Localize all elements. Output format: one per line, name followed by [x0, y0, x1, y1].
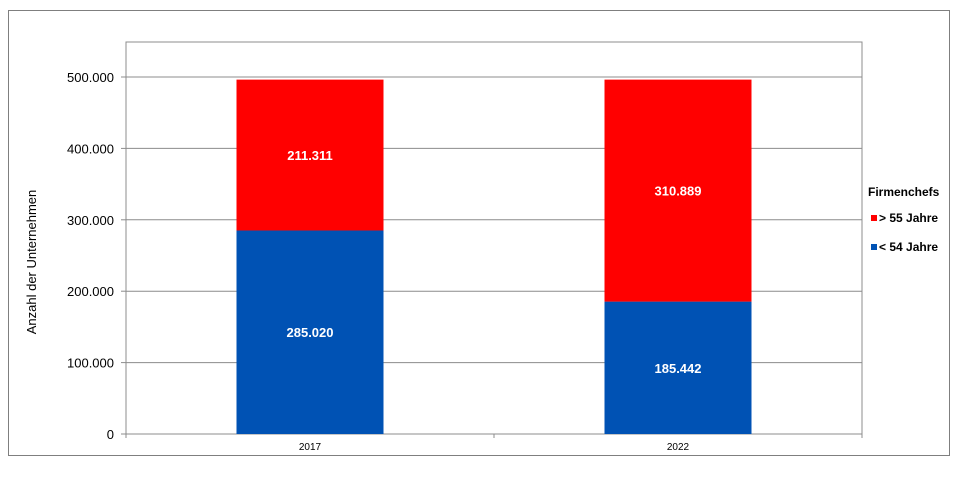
bar-2022-over-55: [604, 79, 752, 302]
y-tick-label: 100.000: [67, 356, 114, 371]
data-label: 185.442: [655, 361, 702, 376]
data-label: 285.020: [287, 325, 334, 340]
legend-label-over-55: > 55 Jahre: [879, 211, 938, 225]
legend-swatch-under-54: [871, 244, 877, 250]
y-tick-label: 200.000: [67, 284, 114, 299]
x-axis-ticks: 2017 2022: [125, 434, 863, 453]
data-label: 211.311: [287, 148, 333, 163]
x-tick-label: 2017: [299, 442, 322, 453]
y-axis-label: Anzahl der Unternehmen: [24, 190, 39, 335]
bar-2017-over-55: [236, 79, 384, 231]
x-tick-label: 2022: [667, 442, 690, 453]
bar-2017-under-54: [236, 230, 384, 434]
data-label: 310.889: [655, 184, 702, 199]
y-tick-label: 300.000: [67, 213, 114, 228]
y-axis-ticks: 0 100.000 200.000 300.000 400.000 500.000: [67, 70, 126, 442]
bar-2022-under-54: [604, 301, 752, 434]
y-tick-label: 0: [107, 427, 114, 442]
legend: Firmenchefs > 55 Jahre < 54 Jahre: [868, 185, 940, 254]
legend-swatch-over-55: [871, 215, 877, 221]
legend-label-under-54: < 54 Jahre: [879, 240, 938, 254]
y-tick-label: 500.000: [67, 70, 114, 85]
plot-area: [125, 41, 863, 435]
legend-title: Firmenchefs: [868, 185, 940, 199]
y-tick-label: 400.000: [67, 141, 114, 156]
bars: 285.020 211.311 185.442 310.889: [236, 79, 752, 434]
